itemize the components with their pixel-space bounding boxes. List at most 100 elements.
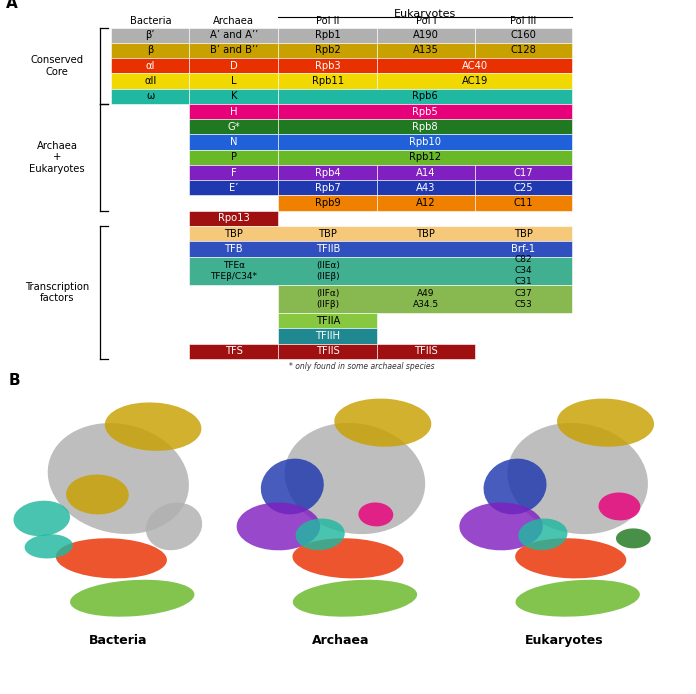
FancyBboxPatch shape: [377, 74, 572, 89]
Text: TFIIB: TFIIB: [315, 244, 340, 254]
Text: Rpb9: Rpb9: [315, 198, 340, 208]
FancyBboxPatch shape: [377, 165, 475, 180]
Text: Rpb3: Rpb3: [315, 61, 340, 71]
FancyBboxPatch shape: [377, 196, 475, 211]
Text: TBP: TBP: [318, 228, 338, 239]
Text: Archaea: Archaea: [313, 634, 370, 647]
Text: C160: C160: [510, 31, 537, 40]
FancyBboxPatch shape: [377, 28, 475, 43]
FancyBboxPatch shape: [377, 344, 475, 359]
Text: (IIFα)
(IIFβ): (IIFα) (IIFβ): [316, 289, 340, 309]
FancyBboxPatch shape: [278, 104, 572, 119]
FancyBboxPatch shape: [111, 28, 189, 43]
Text: Rpb4: Rpb4: [315, 167, 340, 178]
Text: Pol I: Pol I: [416, 15, 436, 26]
Ellipse shape: [293, 579, 417, 617]
Text: Rpb11: Rpb11: [312, 76, 344, 86]
FancyBboxPatch shape: [189, 165, 278, 180]
Text: F: F: [231, 167, 237, 178]
Ellipse shape: [237, 502, 320, 550]
Text: Pol III: Pol III: [510, 15, 537, 26]
Text: TBP: TBP: [224, 228, 244, 239]
FancyBboxPatch shape: [189, 58, 278, 74]
FancyBboxPatch shape: [278, 28, 377, 43]
Text: TFIIH: TFIIH: [315, 331, 340, 341]
Text: C37
C53: C37 C53: [514, 289, 532, 309]
Text: Rpo13: Rpo13: [218, 213, 250, 223]
Text: TFS: TFS: [225, 346, 243, 356]
FancyBboxPatch shape: [189, 344, 278, 359]
Text: TFIIS: TFIIS: [316, 346, 340, 356]
Text: P: P: [231, 153, 237, 162]
Ellipse shape: [358, 502, 393, 526]
Ellipse shape: [616, 528, 651, 548]
Text: Rpb1: Rpb1: [315, 31, 340, 40]
FancyBboxPatch shape: [189, 74, 278, 89]
Text: N: N: [230, 137, 237, 147]
Text: TFIIS: TFIIS: [414, 346, 438, 356]
Text: TBP: TBP: [514, 228, 533, 239]
Text: Eukaryotes: Eukaryotes: [525, 634, 603, 647]
Text: D: D: [230, 61, 238, 71]
FancyBboxPatch shape: [189, 257, 572, 285]
FancyBboxPatch shape: [278, 89, 572, 104]
Text: TBP: TBP: [416, 228, 436, 239]
FancyBboxPatch shape: [111, 43, 189, 58]
FancyBboxPatch shape: [111, 58, 189, 74]
FancyBboxPatch shape: [278, 196, 377, 211]
Ellipse shape: [105, 403, 201, 451]
FancyBboxPatch shape: [278, 74, 377, 89]
Text: C82
C34
C31: C82 C34 C31: [514, 255, 532, 286]
Text: K: K: [230, 92, 237, 101]
Ellipse shape: [484, 459, 546, 514]
Text: (IIEα)
(IIEβ): (IIEα) (IIEβ): [316, 261, 340, 281]
FancyBboxPatch shape: [475, 180, 572, 196]
Text: αII: αII: [144, 76, 157, 86]
Text: A190: A190: [413, 31, 439, 40]
Ellipse shape: [557, 398, 654, 447]
Ellipse shape: [13, 500, 70, 536]
Text: Rpb7: Rpb7: [315, 183, 340, 193]
FancyBboxPatch shape: [189, 119, 278, 135]
Ellipse shape: [515, 539, 626, 578]
Text: * only found in some archaeal species: * only found in some archaeal species: [289, 362, 434, 371]
FancyBboxPatch shape: [189, 242, 572, 257]
Text: Eukaryotes: Eukaryotes: [394, 9, 457, 19]
FancyBboxPatch shape: [278, 165, 377, 180]
Text: Rpb8: Rpb8: [413, 122, 438, 132]
Text: A49
A34.5: A49 A34.5: [413, 289, 439, 309]
FancyBboxPatch shape: [189, 226, 572, 242]
Text: Rpb6: Rpb6: [413, 92, 438, 101]
FancyBboxPatch shape: [189, 135, 278, 150]
Text: TFB: TFB: [225, 244, 243, 254]
FancyBboxPatch shape: [475, 165, 572, 180]
Text: L: L: [231, 76, 237, 86]
FancyBboxPatch shape: [189, 211, 278, 226]
Text: Transcription
factors: Transcription factors: [25, 282, 89, 303]
Ellipse shape: [459, 502, 543, 550]
Text: Brf-1: Brf-1: [512, 244, 535, 254]
Text: Pol II: Pol II: [316, 15, 340, 26]
FancyBboxPatch shape: [189, 28, 278, 43]
Text: Rpb2: Rpb2: [315, 46, 340, 56]
FancyBboxPatch shape: [278, 180, 377, 196]
FancyBboxPatch shape: [475, 43, 572, 58]
FancyBboxPatch shape: [111, 89, 189, 104]
Ellipse shape: [519, 518, 567, 550]
Text: C11: C11: [514, 198, 533, 208]
Ellipse shape: [599, 493, 640, 520]
Text: H: H: [230, 107, 237, 117]
Ellipse shape: [285, 423, 425, 534]
Text: β’: β’: [145, 31, 155, 40]
FancyBboxPatch shape: [377, 43, 475, 58]
FancyBboxPatch shape: [377, 180, 475, 196]
FancyBboxPatch shape: [475, 28, 572, 43]
FancyBboxPatch shape: [475, 196, 572, 211]
Ellipse shape: [48, 423, 189, 534]
Text: A: A: [6, 0, 17, 11]
Text: Rpb12: Rpb12: [409, 153, 441, 162]
Text: TFIIA: TFIIA: [315, 316, 340, 325]
Text: B’ and B’’: B’ and B’’: [209, 46, 258, 56]
Text: C17: C17: [514, 167, 533, 178]
Ellipse shape: [507, 423, 648, 534]
